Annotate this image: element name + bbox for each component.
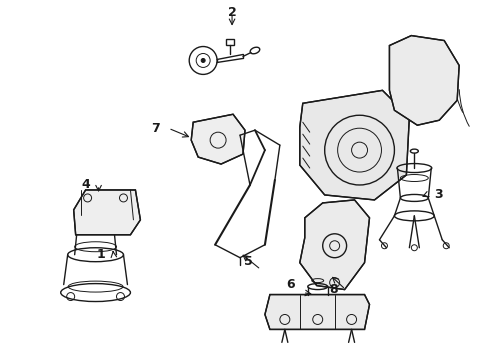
Polygon shape — [265, 294, 369, 329]
Text: 4: 4 — [82, 179, 91, 192]
Text: 1: 1 — [97, 248, 105, 261]
Polygon shape — [300, 90, 409, 200]
Text: 2: 2 — [228, 6, 237, 19]
Polygon shape — [300, 200, 369, 289]
Text: 3: 3 — [434, 188, 443, 202]
Text: 6: 6 — [286, 278, 295, 291]
Text: 7: 7 — [151, 122, 160, 135]
Polygon shape — [74, 190, 141, 235]
Polygon shape — [191, 114, 245, 164]
Text: 5: 5 — [244, 255, 253, 268]
Polygon shape — [390, 36, 459, 125]
Text: 8: 8 — [329, 283, 338, 296]
Circle shape — [201, 58, 205, 62]
